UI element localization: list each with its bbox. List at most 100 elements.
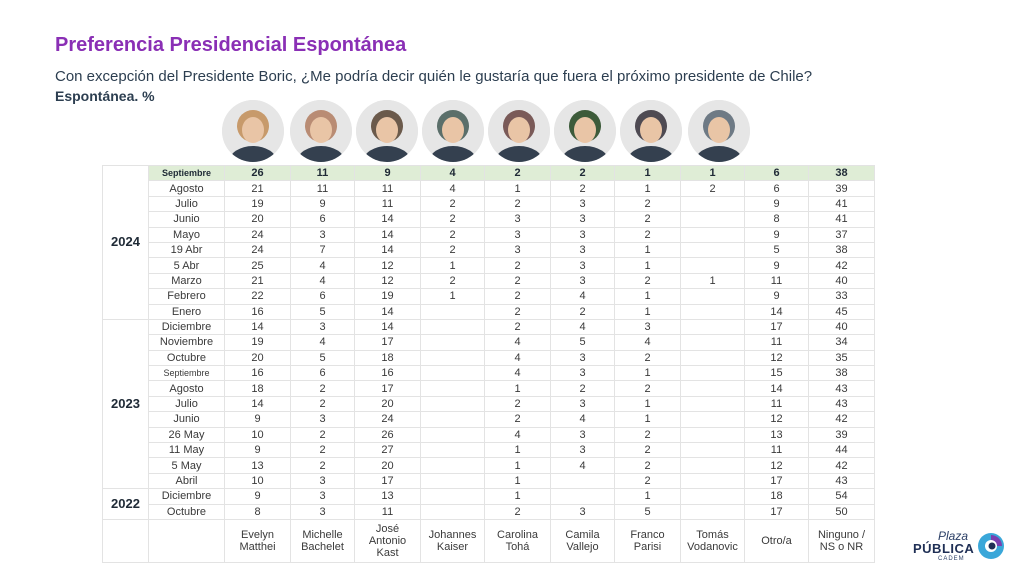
value-cell: 3 bbox=[614, 318, 681, 336]
value-cell bbox=[420, 488, 485, 505]
date-label: Diciembre bbox=[148, 488, 225, 505]
value-cell bbox=[680, 241, 745, 259]
value-cell: 4 bbox=[550, 411, 615, 428]
date-label: Octubre bbox=[148, 349, 225, 367]
candidate-photo bbox=[554, 100, 616, 162]
value-cell: 2 bbox=[484, 195, 551, 213]
value-cell: 3 bbox=[550, 257, 615, 274]
value-cell: 3 bbox=[484, 211, 551, 228]
value-cell: 11 bbox=[744, 442, 809, 459]
value-cell: 16 bbox=[224, 303, 291, 320]
value-cell: 5 bbox=[290, 349, 355, 367]
person-icon bbox=[422, 100, 484, 162]
value-cell: 17 bbox=[354, 472, 421, 490]
value-cell bbox=[420, 472, 485, 490]
value-cell: 14 bbox=[354, 241, 421, 259]
value-cell: 12 bbox=[354, 257, 421, 274]
table-row: 5 May 13 2 20 1 4 2 12 42 bbox=[103, 457, 875, 474]
results-table: 2024 Septiembre 26 11 9 4 2 2 1 1 6 38 Agosto 21 11 11 4… bbox=[102, 164, 875, 563]
value-cell bbox=[680, 426, 745, 444]
value-cell: 1 bbox=[484, 180, 551, 197]
value-cell: 38 bbox=[808, 164, 875, 182]
value-cell: 1 bbox=[420, 288, 485, 305]
person-icon bbox=[488, 100, 550, 162]
value-cell: 3 bbox=[484, 241, 551, 259]
value-cell: 6 bbox=[744, 180, 809, 197]
value-cell: 9 bbox=[744, 288, 809, 305]
value-cell: 1 bbox=[614, 180, 681, 197]
table-row: Mayo 24 3 14 2 3 3 2 9 37 bbox=[103, 226, 875, 243]
value-cell: 24 bbox=[224, 241, 291, 259]
value-cell: 44 bbox=[808, 442, 875, 459]
value-cell: 1 bbox=[614, 164, 681, 182]
value-cell: 17 bbox=[744, 503, 809, 520]
value-cell: 26 bbox=[224, 164, 291, 182]
person-icon bbox=[554, 100, 616, 162]
value-cell: 1 bbox=[484, 442, 551, 459]
date-label: Marzo bbox=[148, 272, 225, 290]
value-cell: 4 bbox=[290, 257, 355, 274]
table-row: 5 Abr 25 4 12 1 2 3 1 9 42 bbox=[103, 257, 875, 274]
value-cell: 2 bbox=[484, 288, 551, 305]
value-cell: 4 bbox=[484, 426, 551, 444]
value-cell: 2 bbox=[614, 226, 681, 243]
person-icon bbox=[222, 100, 284, 162]
value-cell: 3 bbox=[550, 272, 615, 290]
table-row: Septiembre 16 6 16 4 3 1 15 38 bbox=[103, 365, 875, 382]
logo-line3: CADEM bbox=[938, 556, 965, 562]
table-row: 19 Abr 24 7 14 2 3 3 1 5 38 bbox=[103, 241, 875, 259]
value-cell: 17 bbox=[354, 334, 421, 351]
value-cell: 4 bbox=[614, 334, 681, 351]
candidate-photo bbox=[688, 100, 750, 162]
candidate-photo bbox=[222, 100, 284, 162]
value-cell: 5 bbox=[744, 241, 809, 259]
value-cell: 17 bbox=[354, 380, 421, 397]
person-icon bbox=[356, 100, 418, 162]
value-cell: 18 bbox=[224, 380, 291, 397]
value-cell: 3 bbox=[550, 195, 615, 213]
candidate-name: Evelyn Matthei bbox=[224, 518, 291, 563]
table-row: Junio 20 6 14 2 3 3 2 8 41 bbox=[103, 211, 875, 228]
date-label: Octubre bbox=[148, 503, 225, 520]
candidate-photo bbox=[488, 100, 550, 162]
value-cell: 12 bbox=[744, 411, 809, 428]
value-cell bbox=[420, 442, 485, 459]
year-label: 2024 bbox=[102, 165, 149, 320]
value-cell bbox=[680, 457, 745, 474]
date-label: Agosto bbox=[148, 180, 225, 197]
value-cell: 3 bbox=[484, 226, 551, 243]
value-cell: 24 bbox=[354, 411, 421, 428]
value-cell bbox=[420, 457, 485, 474]
value-cell: 9 bbox=[744, 257, 809, 274]
table-row: 11 May 9 2 27 1 3 2 11 44 bbox=[103, 442, 875, 459]
empty-cell bbox=[102, 518, 149, 563]
value-cell: 2 bbox=[484, 164, 551, 182]
value-cell: 2 bbox=[420, 272, 485, 290]
value-cell: 2 bbox=[614, 380, 681, 397]
candidate-name: Franco Parisi bbox=[614, 518, 681, 563]
table-row: Julio 14 2 20 2 3 1 11 43 bbox=[103, 395, 875, 413]
date-label: Abril bbox=[148, 472, 225, 490]
value-cell: 12 bbox=[744, 349, 809, 367]
value-cell bbox=[420, 334, 485, 351]
value-cell: 26 bbox=[354, 426, 421, 444]
value-cell: 6 bbox=[290, 288, 355, 305]
date-label: Enero bbox=[148, 303, 225, 320]
value-cell bbox=[680, 349, 745, 367]
value-cell: 19 bbox=[224, 334, 291, 351]
value-cell: 2 bbox=[680, 180, 745, 197]
value-cell bbox=[680, 318, 745, 336]
table-row: Julio 19 9 11 2 2 3 2 9 41 bbox=[103, 195, 875, 213]
value-cell: 8 bbox=[224, 503, 291, 520]
value-cell: 11 bbox=[290, 180, 355, 197]
value-cell: 6 bbox=[290, 365, 355, 382]
value-cell: 2 bbox=[420, 226, 485, 243]
value-cell bbox=[420, 426, 485, 444]
value-cell: 42 bbox=[808, 457, 875, 474]
value-cell: 3 bbox=[550, 442, 615, 459]
candidate-name: Camila Vallejo bbox=[550, 518, 615, 563]
candidate-photo bbox=[620, 100, 682, 162]
value-cell: 5 bbox=[550, 334, 615, 351]
year-label: 2022 bbox=[102, 488, 149, 520]
value-cell: 18 bbox=[744, 488, 809, 505]
